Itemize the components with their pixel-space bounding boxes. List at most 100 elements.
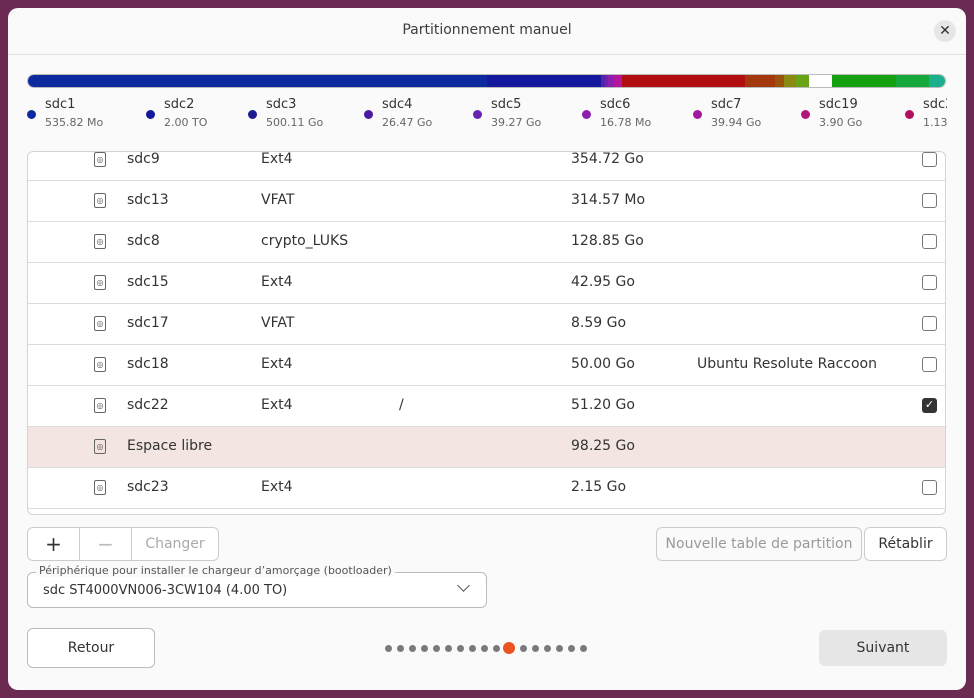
next-button[interactable]: Suivant (819, 630, 947, 666)
partition-size: 8.59 Go (571, 315, 627, 331)
partition-size: 42.95 Go (571, 274, 635, 290)
partition-filesystem: Ext4 (261, 356, 293, 372)
partition-actions: + − Changer (27, 527, 219, 561)
usage-segment (775, 75, 784, 87)
step-dot (445, 645, 452, 652)
usage-segment (622, 75, 746, 87)
usage-segment (608, 75, 614, 87)
legend-color-dot (693, 110, 702, 119)
legend-name: sdc2 (164, 97, 195, 112)
disk-icon: ◎ (94, 275, 106, 290)
usage-segment (783, 75, 797, 87)
step-dot (409, 645, 416, 652)
partition-legend: sdc1 535.82 Mo sdc2 2.00 TO sdc3 500.11 Go sdc… (27, 96, 947, 132)
step-dot (568, 645, 575, 652)
partition-filesystem: Ext4 (261, 274, 293, 290)
usage-segment (613, 75, 623, 87)
table-row[interactable]: ◎ sdc22 Ext4 / 51.20 Go ✓ (28, 386, 945, 427)
legend-size: 1.13 (923, 116, 947, 129)
format-checkbox[interactable] (922, 152, 937, 167)
disk-icon: ◎ (94, 193, 106, 208)
partition-filesystem: Ext4 (261, 151, 293, 167)
legend-color-dot (801, 110, 810, 119)
disk-icon: ◎ (94, 152, 106, 167)
close-icon[interactable]: ✕ (934, 20, 956, 42)
format-checkbox[interactable]: ✓ (922, 398, 937, 413)
partition-filesystem: Ext4 (261, 397, 293, 413)
legend-size: 16.78 Mo (600, 116, 652, 129)
new-partition-table-button[interactable]: Nouvelle table de partition (656, 527, 862, 561)
usage-segment (928, 75, 945, 87)
legend-size: 2.00 TO (164, 116, 208, 129)
partition-device: sdc22 (127, 397, 169, 413)
legend-size: 39.94 Go (711, 116, 762, 129)
format-checkbox[interactable] (922, 357, 937, 372)
legend-name: sdc19 (819, 97, 858, 112)
step-dot (433, 645, 440, 652)
format-checkbox[interactable] (922, 234, 937, 249)
legend-size: 500.11 Go (266, 116, 324, 129)
format-checkbox[interactable] (922, 193, 937, 208)
legend-size: 535.82 Mo (45, 116, 104, 129)
add-partition-button[interactable]: + (28, 528, 80, 560)
partition-device: sdc9 (127, 151, 160, 167)
table-row[interactable]: ◎ sdc15 Ext4 42.95 Go (28, 263, 945, 304)
partition-size: 2.15 Go (571, 479, 627, 495)
partition-size: 314.57 Mo (571, 192, 646, 208)
step-dot (469, 645, 476, 652)
legend-color-dot (905, 110, 914, 119)
reset-button[interactable]: Rétablir (864, 527, 947, 561)
legend-name: sdc6 (600, 97, 631, 112)
table-row[interactable]: ◎ sdc8 crypto_LUKS 128.85 Go (28, 222, 945, 263)
usage-segment (832, 75, 897, 87)
bootloader-select[interactable]: Périphérique pour installer le chargeur … (27, 564, 487, 608)
usage-segment (809, 75, 833, 87)
legend-size: 26.47 Go (382, 116, 433, 129)
disk-icon: ◎ (94, 439, 106, 454)
partition-device: sdc18 (127, 356, 169, 372)
partition-device: sdc17 (127, 315, 169, 331)
table-row[interactable]: ◎ sdc23 Ext4 2.15 Go (28, 468, 945, 509)
table-row[interactable]: ◎sdc24crypto_LUKS278.57 Go (28, 509, 945, 514)
partition-device: sdc13 (127, 192, 169, 208)
step-dot (556, 645, 563, 652)
format-checkbox[interactable] (922, 480, 937, 495)
partition-device: sdc23 (127, 479, 169, 495)
legend-name: sdc3 (266, 97, 297, 112)
usage-segment (796, 75, 810, 87)
partition-table[interactable]: ◎ sdc9 Ext4 354.72 Go ◎ sdc13 VFAT 314.57 Mo ◎ sd… (27, 151, 946, 515)
table-row[interactable]: ◎ Espace libre 98.25 Go (28, 427, 945, 468)
table-row[interactable]: ◎ sdc17 VFAT 8.59 Go (28, 304, 945, 345)
legend-size: 3.90 Go (819, 116, 863, 129)
format-checkbox[interactable] (922, 316, 937, 331)
bootloader-label: Périphérique pour installer le chargeur … (36, 564, 395, 577)
back-button[interactable]: Retour (27, 628, 155, 668)
step-dot-current (503, 642, 515, 654)
usage-segment (28, 75, 487, 87)
usage-segment (486, 75, 602, 87)
step-dot (397, 645, 404, 652)
window-title: Partitionnement manuel (402, 22, 572, 38)
table-row[interactable]: ◎ sdc18 Ext4 50.00 Go Ubuntu Resolute Raccoo… (28, 345, 945, 386)
disk-icon: ◎ (94, 480, 106, 495)
legend-name: sdc5 (491, 97, 522, 112)
step-dot (481, 645, 488, 652)
title-bar: Partitionnement manuel ✕ (8, 8, 966, 55)
format-checkbox[interactable] (922, 275, 937, 290)
step-dot (421, 645, 428, 652)
remove-partition-button[interactable]: − (80, 528, 132, 560)
bootloader-value: sdc ST4000VN006-3CW104 (4.00 TO) (43, 583, 288, 598)
table-row[interactable]: ◎ sdc9 Ext4 354.72 Go (28, 151, 945, 181)
partition-size: 51.20 Go (571, 397, 635, 413)
legend-name: sdc1 (45, 97, 76, 112)
table-row[interactable]: ◎ sdc13 VFAT 314.57 Mo (28, 181, 945, 222)
usage-segment (745, 75, 776, 87)
legend-color-dot (364, 110, 373, 119)
disk-icon: ◎ (94, 357, 106, 372)
step-dot (544, 645, 551, 652)
legend-color-dot (146, 110, 155, 119)
disk-icon: ◎ (94, 316, 106, 331)
change-partition-button[interactable]: Changer (145, 536, 205, 552)
disk-usage-bar (27, 74, 946, 88)
step-dot (457, 645, 464, 652)
